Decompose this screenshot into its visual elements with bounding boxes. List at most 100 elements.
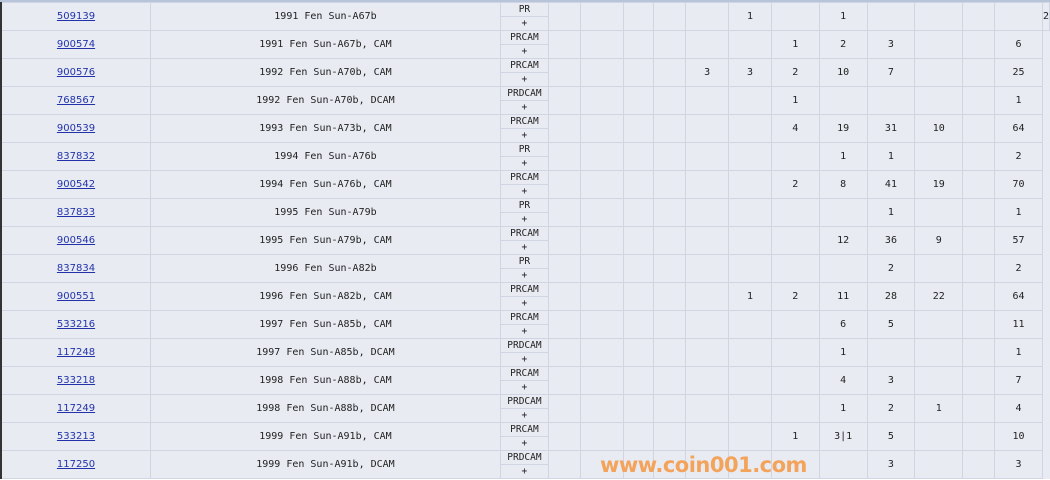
grade-count-cell [866, 86, 916, 115]
id-cell: 117249 [0, 394, 151, 423]
grade-count-cell [962, 338, 996, 367]
coin-id-link[interactable]: 837833 [56, 207, 96, 218]
coin-id-link[interactable]: 117250 [56, 459, 96, 470]
table-row: 533213 1999 Fen Sun-A91b, CAM PRCAM +1 3|1 5 1… [0, 422, 1050, 451]
grade-count-cell [914, 86, 964, 115]
type-label: PR [518, 144, 531, 155]
plus-toggle[interactable]: + [501, 380, 548, 394]
grade-count-cell [547, 30, 581, 59]
plus-toggle[interactable]: + [501, 44, 548, 58]
coin-id-link[interactable]: 533218 [56, 375, 96, 386]
grade-count-cell [685, 142, 730, 171]
plus-toggle[interactable]: + [501, 408, 548, 422]
grade-count-cell [914, 366, 964, 395]
coin-id-link[interactable]: 900576 [56, 67, 96, 78]
table-row: 533218 1998 Fen Sun-A88b, CAM PRCAM +4 3 7 [0, 366, 1050, 395]
total-cell: 2 [1041, 2, 1050, 31]
grade-count-cell [728, 170, 772, 199]
plus-toggle[interactable]: + [501, 464, 548, 478]
grade-count-cell: 1 [818, 394, 868, 423]
table-row: 837834 1996 Fen Sun-A82b PR +2 2 [0, 254, 1050, 283]
grade-count-cell [728, 198, 772, 227]
coin-id-link[interactable]: 837832 [56, 151, 96, 162]
grade-count-cell [728, 366, 772, 395]
plus-toggle[interactable]: + [501, 296, 548, 310]
grade-count-cell: 10 [818, 58, 868, 87]
type-label: PRCAM [510, 60, 539, 71]
total-cell: 1 [994, 198, 1043, 227]
grade-count-cell [728, 310, 772, 339]
plus-toggle[interactable]: + [501, 324, 548, 338]
description-cell: 1993 Fen Sun-A73b, CAM [149, 114, 501, 143]
grade-count-cell [770, 254, 820, 283]
grade-count-cell [579, 338, 624, 367]
id-cell: 900574 [0, 30, 151, 59]
grade-count-cell [579, 394, 624, 423]
total-cell: 4 [994, 394, 1043, 423]
coin-id-link[interactable]: 837834 [56, 263, 96, 274]
plus-toggle[interactable]: + [501, 212, 548, 226]
grade-count-cell [579, 114, 624, 143]
grade-count-cell [622, 338, 655, 367]
coin-id-link[interactable]: 900542 [56, 179, 96, 190]
plus-toggle[interactable]: + [501, 268, 548, 282]
grade-count-cell [685, 394, 730, 423]
grade-count-cell: 7 [866, 58, 916, 87]
grade-count-cell [579, 282, 624, 311]
grade-count-cell [770, 198, 820, 227]
coin-id-link[interactable]: 117249 [56, 403, 96, 414]
grade-count-cell [962, 394, 996, 423]
type-label: PR [518, 200, 531, 211]
coin-id-link[interactable]: 509139 [56, 11, 96, 22]
type-cell: PRDCAM + [499, 86, 549, 115]
grade-count-cell [914, 2, 964, 31]
coin-id-link[interactable]: 768567 [56, 95, 96, 106]
plus-toggle[interactable]: + [501, 436, 548, 450]
plus-toggle[interactable]: + [501, 352, 548, 366]
plus-toggle[interactable]: + [501, 16, 548, 30]
grade-count-cell: 36 [866, 226, 916, 255]
grade-count-cell [622, 30, 655, 59]
grade-count-cell [579, 226, 624, 255]
grade-count-cell [653, 226, 687, 255]
grade-count-cell [622, 58, 655, 87]
coin-id-link[interactable]: 900551 [56, 291, 96, 302]
coin-id-link[interactable]: 533216 [56, 319, 96, 330]
plus-toggle[interactable]: + [501, 156, 548, 170]
grade-count-cell: 1 [866, 142, 916, 171]
grade-count-cell [579, 310, 624, 339]
plus-toggle[interactable]: + [501, 184, 548, 198]
grade-count-cell [685, 282, 730, 311]
description-cell: 1991 Fen Sun-A67b [149, 2, 501, 31]
grade-count-cell: 5 [866, 310, 916, 339]
grade-count-cell [653, 114, 687, 143]
grade-count-cell [770, 394, 820, 423]
plus-toggle[interactable]: + [501, 72, 548, 86]
type-cell: PR + [499, 2, 549, 31]
grade-count-cell [547, 366, 581, 395]
coin-id-link[interactable]: 117248 [56, 347, 96, 358]
plus-toggle[interactable]: + [501, 100, 548, 114]
grade-count-cell: 2 [770, 58, 820, 87]
type-label: PRCAM [510, 32, 539, 43]
plus-toggle[interactable]: + [501, 240, 548, 254]
grade-count-cell [770, 310, 820, 339]
grade-count-cell [622, 86, 655, 115]
plus-toggle[interactable]: + [501, 128, 548, 142]
grade-count-cell [622, 114, 655, 143]
coin-id-link[interactable]: 900546 [56, 235, 96, 246]
grade-count-cell [914, 450, 964, 479]
table-top-border [0, 0, 1050, 2]
id-cell: 768567 [0, 86, 151, 115]
grade-count-cell: 1 [818, 2, 868, 31]
grade-count-cell: 41 [866, 170, 916, 199]
grade-count-cell: 4 [818, 366, 868, 395]
grade-count-cell [728, 338, 772, 367]
coin-id-link[interactable]: 900574 [56, 39, 96, 50]
grade-count-cell [622, 282, 655, 311]
grade-count-cell: 4 [770, 114, 820, 143]
grade-count-cell: 22 [914, 282, 964, 311]
coin-id-link[interactable]: 533213 [56, 431, 96, 442]
type-cell: PRDCAM + [499, 394, 549, 423]
coin-id-link[interactable]: 900539 [56, 123, 96, 134]
